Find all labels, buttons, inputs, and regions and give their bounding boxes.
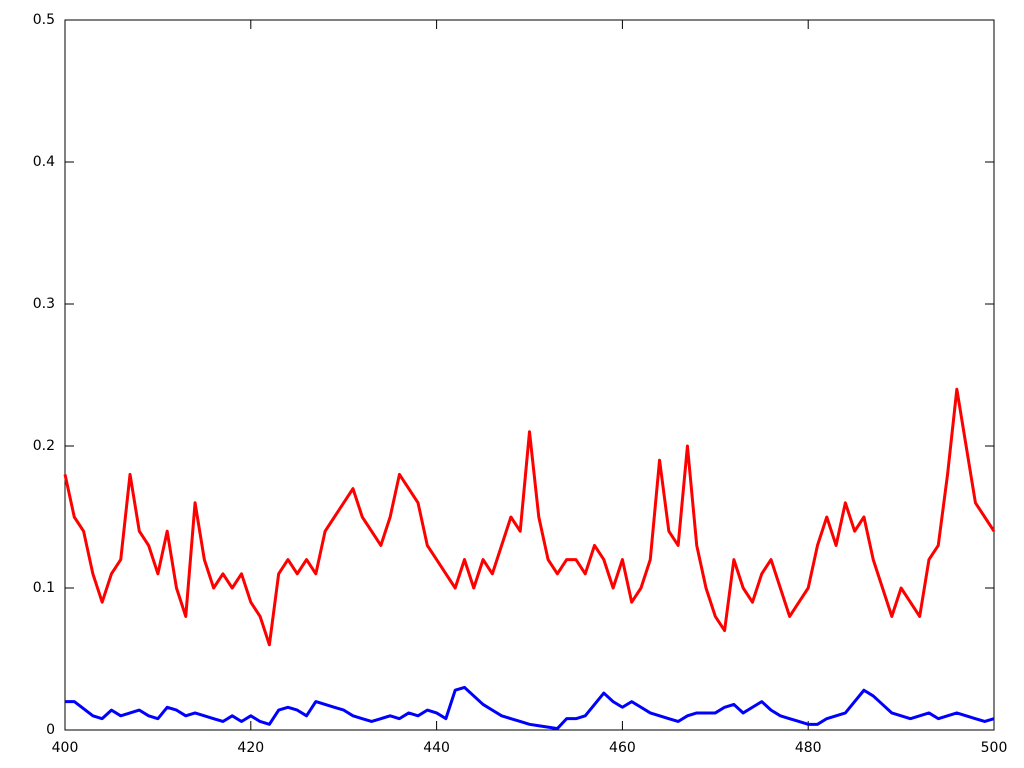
x-tick-label: 480 <box>795 740 822 756</box>
y-tick-label: 0.4 <box>33 154 55 170</box>
y-tick-label: 0.5 <box>33 12 55 28</box>
x-tick-label: 500 <box>981 740 1008 756</box>
x-tick-label: 420 <box>237 740 264 756</box>
x-tick-label: 440 <box>423 740 450 756</box>
series-line <box>65 685 995 731</box>
series-line <box>63 387 996 647</box>
plot-border <box>64 19 995 731</box>
y-tick-label: 0.1 <box>33 580 55 596</box>
y-tick-label: 0.2 <box>33 438 55 454</box>
x-tick-label: 460 <box>609 740 636 756</box>
y-tick-label: 0.3 <box>33 296 55 312</box>
x-tick-label: 400 <box>52 740 79 756</box>
y-tick-label: 0 <box>46 722 55 738</box>
